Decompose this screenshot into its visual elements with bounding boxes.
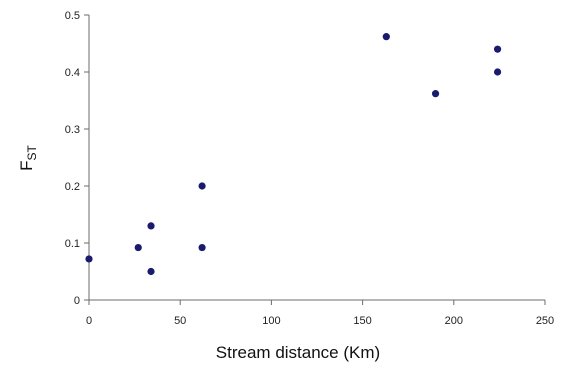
x-tick-label: 0 xyxy=(86,315,92,327)
y-tick-label: 0.1 xyxy=(65,238,80,250)
y-tick-label: 0.3 xyxy=(65,124,80,136)
data-point xyxy=(493,68,502,76)
x-axis-title: Stream distance (Km) xyxy=(216,343,380,362)
data-point xyxy=(198,243,206,252)
data-point xyxy=(147,267,155,276)
data-point xyxy=(493,45,502,53)
x-tick-label: 200 xyxy=(445,315,463,327)
x-axis-ticks: 0 50 100 150 200 250 xyxy=(86,300,554,327)
y-tick-label: 0.4 xyxy=(65,67,80,79)
x-tick-label: 150 xyxy=(353,315,371,327)
data-point xyxy=(85,255,93,263)
y-axis-title: FST xyxy=(17,144,39,170)
data-point xyxy=(198,182,206,190)
data-point xyxy=(431,90,440,98)
y-axis-title-main: F xyxy=(17,160,36,170)
data-point xyxy=(147,222,155,230)
x-tick-label: 50 xyxy=(174,315,186,327)
x-tick-label: 250 xyxy=(536,315,554,327)
y-axis-title-subscript: ST xyxy=(25,144,39,160)
data-point xyxy=(134,243,142,252)
y-tick-label: 0.5 xyxy=(65,10,80,22)
data-point xyxy=(382,33,390,41)
y-tick-label: 0.2 xyxy=(65,181,80,193)
y-tick-label: 0 xyxy=(74,295,80,307)
y-axis-ticks: 0 0.1 0.2 0.3 0.4 0.5 xyxy=(65,10,89,307)
x-tick-label: 100 xyxy=(262,315,280,327)
plot-area: 0 0.1 0.2 0.3 0.4 0.5 0 50 100 150 200 250 xyxy=(65,10,554,327)
data-points xyxy=(85,33,502,276)
